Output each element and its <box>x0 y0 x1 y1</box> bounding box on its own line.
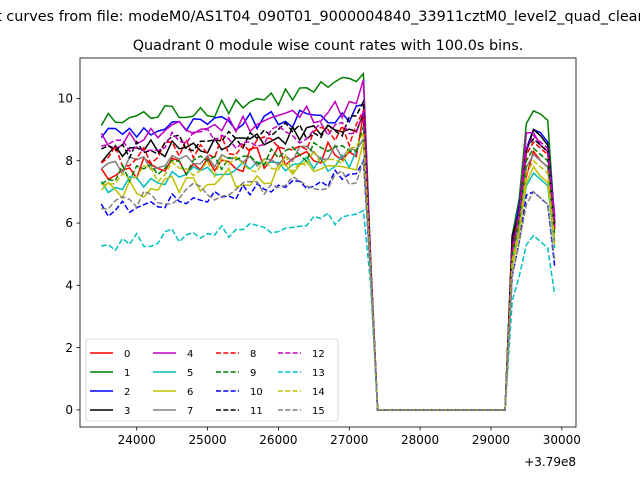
series-line-15 <box>101 160 556 411</box>
x-offset-label: +3.79e8 <box>524 455 576 469</box>
series-layer <box>100 71 556 411</box>
legend-label: 4 <box>187 349 193 360</box>
legend-label: 5 <box>187 368 193 379</box>
chart-title: Quadrant 0 module wise count rates with … <box>133 38 524 54</box>
y-tick-label: 10 <box>58 92 73 106</box>
legend-label: 3 <box>124 406 130 417</box>
legend-label: 10 <box>250 387 263 398</box>
x-tick-label: 24000 <box>118 433 156 447</box>
series-line-8 <box>100 108 556 411</box>
legend-label: 15 <box>312 406 325 417</box>
legend-label: 7 <box>187 406 193 417</box>
series-line-13 <box>101 209 556 411</box>
y-tick-label: 4 <box>65 279 73 293</box>
y-tick-label: 0 <box>65 403 73 417</box>
y-tick-label: 6 <box>65 216 73 230</box>
legend-frame <box>85 338 339 422</box>
legend-label: 1 <box>124 368 130 379</box>
legend-label: 8 <box>250 349 256 360</box>
legend-label: 6 <box>187 387 193 398</box>
legend-label: 0 <box>124 349 130 360</box>
x-tick-label: 29000 <box>472 433 510 447</box>
x-tick-label: 25000 <box>188 433 226 447</box>
legend-label: 12 <box>312 349 325 360</box>
y-tick-label: 2 <box>65 341 73 355</box>
y-axis: 0 2 4 6 8 10 <box>58 92 80 417</box>
legend-label: 13 <box>312 368 325 379</box>
y-tick-label: 8 <box>65 154 73 168</box>
x-tick-label: 26000 <box>259 433 297 447</box>
x-tick-label: 30000 <box>543 433 581 447</box>
x-tick-label: 27000 <box>330 433 368 447</box>
x-tick-label: 28000 <box>401 433 439 447</box>
x-axis: 24000 25000 26000 27000 28000 29000 30000 <box>118 427 581 447</box>
figure-suptitle: Light curves from file: modeM0/AS1T04_09… <box>0 9 640 25</box>
plot-frame <box>79 57 577 428</box>
legend-label: 9 <box>250 368 256 379</box>
legend-label: 11 <box>250 406 263 417</box>
legend-label: 2 <box>124 387 130 398</box>
legend-label: 14 <box>312 387 325 398</box>
